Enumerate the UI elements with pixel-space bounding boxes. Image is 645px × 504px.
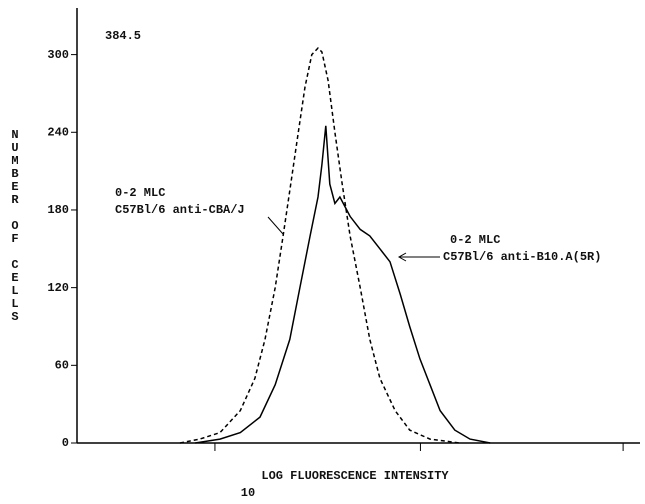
annotation: 0-2 MLC [115,186,165,200]
series-label: C57Bl/6 anti-CBA/J [115,203,245,217]
y-tick-label: 60 [55,358,69,372]
pointer-head [397,252,407,262]
y-axis-label: NUMBER OF CELLS [8,128,22,323]
annotation: 384.5 [105,29,141,43]
y-tick-label: 240 [47,125,69,139]
pointer [267,216,284,235]
series-line [179,47,460,444]
series-line [195,125,491,444]
y-tick-label: 180 [47,203,69,217]
series-label: C57Bl/6 anti-B10.A(5R) [443,250,601,264]
x-axis-sub-label: 10 [241,486,255,500]
x-axis-label: LOG FLUORESCENCE INTENSITY [261,469,449,483]
y-tick-label: 300 [47,48,69,62]
annotation: 0-2 MLC [450,233,500,247]
y-tick-label: 120 [47,281,69,295]
y-tick-label: 0 [62,436,69,450]
